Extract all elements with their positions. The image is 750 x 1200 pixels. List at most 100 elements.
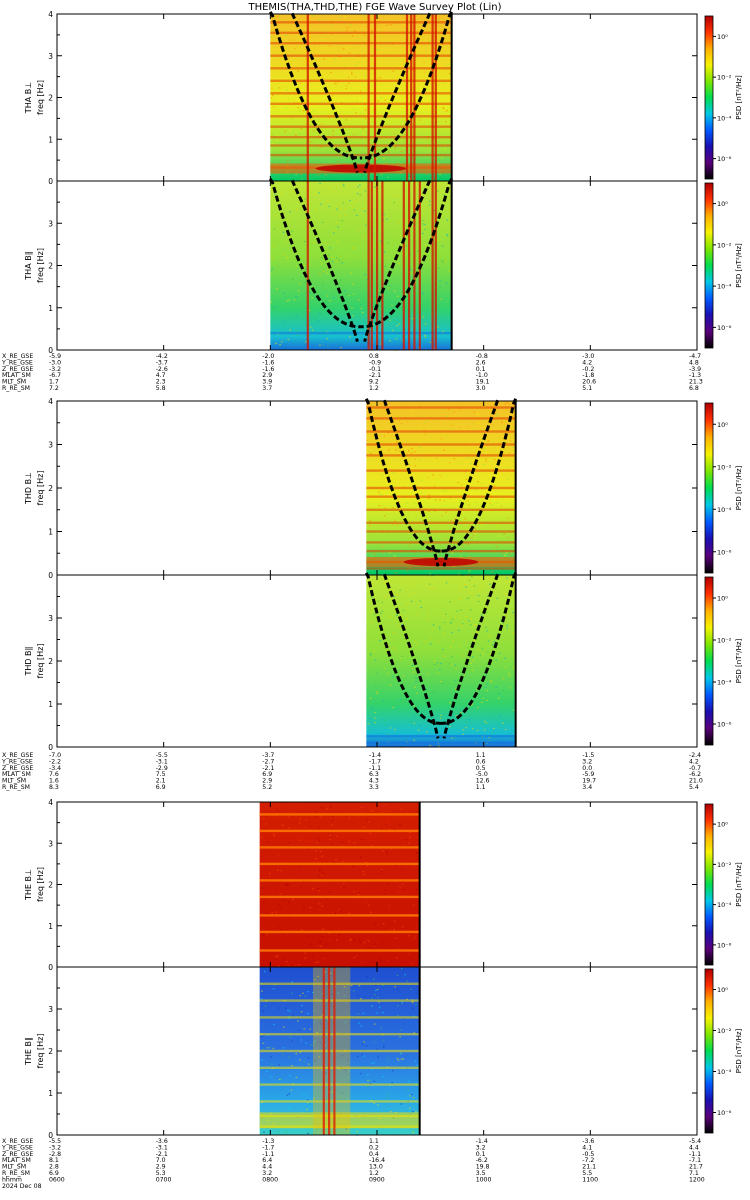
colorbar-tick-label: 10⁻⁴	[717, 283, 732, 291]
y-tick-label: 4	[48, 798, 53, 807]
y-axis-unit: freq [Hz]	[36, 644, 45, 679]
orbit-value: 4.4	[262, 1164, 272, 1171]
orbit-value: -6.2	[476, 1157, 488, 1164]
vline-9	[431, 181, 434, 350]
orbit-value: -4.2	[156, 353, 168, 360]
colorbar-tick-label: 10⁻²	[717, 241, 732, 249]
stripe-8	[259, 999, 420, 1002]
y-tick-label: 0	[48, 346, 53, 355]
stripe-5	[259, 1049, 420, 1053]
orbit-value: 5.3	[156, 1170, 166, 1177]
stripe-6	[259, 1033, 420, 1036]
orbit-value: -0.1	[369, 366, 381, 373]
orbit-value: 3.2	[476, 1144, 486, 1151]
vline-3	[405, 14, 409, 181]
orbit-value: -1.7	[369, 758, 381, 765]
orbit-value: 0.6	[476, 758, 486, 765]
stripe-5	[259, 862, 420, 866]
colorbar-tick-label: 10⁰	[717, 986, 728, 994]
stripe-2	[270, 144, 452, 147]
colorbar	[704, 968, 714, 1134]
y-tick-label: 1	[48, 528, 53, 537]
orbit-value: -5.0	[476, 771, 488, 778]
stripe-11	[366, 443, 516, 446]
orbit-row-label: Z_RE_GSE	[2, 765, 33, 772]
orbit-value: -1.3	[262, 1138, 274, 1145]
orbit-value: 5.1	[582, 385, 592, 392]
orbit-value: -3.1	[156, 1144, 168, 1151]
y-axis-unit: freq [Hz]	[36, 1034, 45, 1069]
panel-thd-bl: 0 1 2 3 4 THD B⊥ freq [Hz] 10⁰ 10⁻² 10⁻⁴ 10⁻⁶ PSD […	[24, 397, 743, 580]
panel-the-bl: 0 1 2 3 4 THE B⊥ freq [Hz] 10⁰ 10⁻² 10⁻⁴ 10⁻⁶ PSD […	[24, 798, 743, 972]
orbit-value: 1.1	[476, 784, 486, 791]
stripe-5	[366, 521, 516, 524]
orbit-value: -3.1	[156, 758, 168, 765]
orbit-value: -0.2	[582, 366, 594, 373]
colorbar-tick-label: 10⁻²	[717, 637, 732, 645]
orbit-value: 4.8	[689, 359, 699, 366]
orbit-value: -2.1	[262, 765, 274, 772]
y-tick-label: 1	[48, 700, 53, 709]
colorbar	[704, 15, 714, 180]
orbit-value: 3.7	[262, 385, 272, 392]
orbit-value: 0.4	[369, 1151, 379, 1158]
y-axis-label: THE B∥	[24, 1037, 33, 1066]
stripe-9	[259, 982, 420, 985]
stripe-4	[270, 125, 452, 128]
stripe-7	[259, 829, 420, 833]
colorbar-tick-label: 10⁻⁶	[717, 324, 732, 332]
orbit-value: -1.1	[262, 1151, 274, 1158]
stripe-5	[270, 115, 452, 118]
colorbar-label: PSD [nT²/Hz]	[735, 862, 743, 907]
orbit-value: -1.4	[476, 1138, 488, 1145]
orbit-value: -1.5	[582, 752, 594, 759]
y-tick-label: 2	[48, 881, 53, 890]
orbit-value: 21.3	[689, 379, 703, 386]
y-tick-label: 1	[48, 304, 53, 313]
stripe-3	[259, 1083, 420, 1086]
orbit-value: -2.1	[156, 1151, 168, 1158]
stripe-0	[366, 741, 516, 744]
colorbar-tick-label: 10⁰	[717, 421, 728, 429]
panel-tha-bll: 0 1 2 3 THA B∥ freq [Hz] 10⁰ 10⁻² 10⁻⁴ 10⁻⁶ PSD [n…	[24, 178, 743, 355]
stripe-6	[366, 508, 516, 511]
orbit-value: -5.5	[156, 752, 168, 759]
orbit-table-0: X_RE_GSEY_RE_GSEZ_RE_GSEMLAT_SMMLT_SMR_R…	[1, 353, 703, 392]
orbit-row-label: Z_RE_GSE	[2, 1151, 33, 1158]
orbit-value: -5.5	[49, 1138, 61, 1145]
colorbar-tick-label: 10⁰	[717, 595, 728, 603]
orbit-value: 20.6	[582, 379, 596, 386]
orbit-value: 6.3	[369, 771, 379, 778]
stripe-8	[270, 79, 452, 82]
colorbar-tick-label: 10⁰	[717, 33, 728, 41]
panel-the-bll: 0 1 2 3 THE B∥ freq [Hz] 10⁰ 10⁻² 10⁻⁴ 10⁻⁶ PSD [n…	[24, 966, 743, 1140]
plot-title: THEMIS(THA,THD,THE) FGE Wave Survey Plot…	[248, 2, 502, 13]
stripe-3	[259, 895, 420, 899]
orbit-value: 2.6	[476, 359, 486, 366]
colorbar-label: PSD [nT²/Hz]	[735, 465, 743, 510]
orbit-value: -7.1	[689, 1157, 701, 1164]
vline-5	[413, 14, 416, 181]
orbit-row-label: R_RE_SM	[2, 1170, 30, 1177]
orbit-value: -7.0	[49, 752, 61, 759]
colorbar-label: PSD [nT²/Hz]	[735, 243, 743, 288]
stripe-10	[270, 54, 452, 57]
low-freq-band	[259, 1112, 420, 1129]
freq-curve-left-upper	[382, 399, 440, 567]
spectrogram-thd-bll	[366, 575, 516, 747]
orbit-row-label: R_RE_SM	[2, 784, 30, 791]
colorbar-tick-label: 10⁻⁶	[717, 155, 732, 163]
stripe-4	[259, 1066, 420, 1069]
time-tick-label: 1100	[582, 1176, 598, 1183]
freq-curve-left	[364, 398, 442, 553]
orbit-value: -1.0	[476, 372, 488, 379]
orbit-value: -2.4	[689, 752, 701, 759]
orbit-value: -0.5	[582, 1151, 594, 1158]
y-axis-unit: freq [Hz]	[36, 248, 45, 283]
orbit-value: 3.0	[476, 385, 486, 392]
orbit-value: 4.2	[689, 758, 699, 765]
orbit-row-label: Y_RE_GSE	[1, 1144, 33, 1151]
stripe-1	[366, 735, 516, 738]
orbit-value: -3.2	[49, 366, 61, 373]
